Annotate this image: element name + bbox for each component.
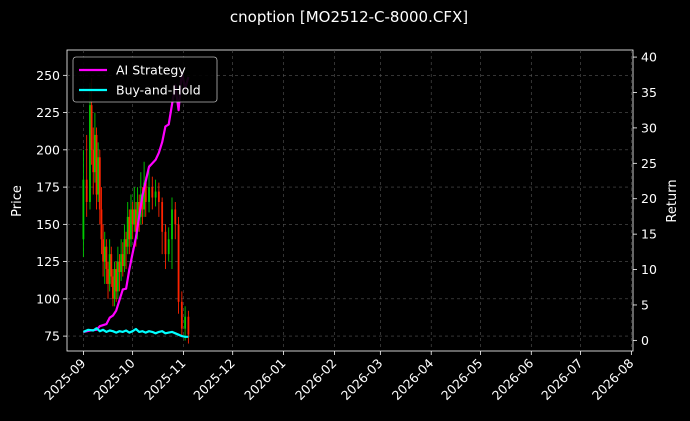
candle-body xyxy=(164,231,167,255)
right-tick-label: 40 xyxy=(641,50,657,65)
right-tick-label: 0 xyxy=(641,333,649,348)
candle-body xyxy=(135,209,137,232)
candle-body xyxy=(85,179,88,202)
right-tick-label: 15 xyxy=(641,227,657,242)
candle-body xyxy=(180,301,183,329)
candle-body xyxy=(107,269,109,284)
y-axis-label-right: Return xyxy=(665,179,680,222)
candle-body xyxy=(82,179,85,240)
left-tick-label: 75 xyxy=(44,329,60,344)
left-axis: 75 100 125 150 175 200 225 250 xyxy=(36,68,67,344)
candle-body xyxy=(125,239,127,247)
candle-body xyxy=(157,191,160,202)
x-tick-label: 2026-03 xyxy=(338,356,386,404)
candle-body xyxy=(105,246,108,270)
candle-body xyxy=(144,182,147,202)
right-tick-label: 10 xyxy=(641,262,657,277)
x-tick-label: 2026-04 xyxy=(389,355,437,403)
candle-body xyxy=(118,261,121,273)
x-tick-label: 2025-12 xyxy=(190,356,238,404)
right-tick-label: 25 xyxy=(641,156,657,171)
left-tick-label: 250 xyxy=(36,68,60,83)
right-tick-label: 20 xyxy=(641,191,657,206)
candle-body xyxy=(113,269,116,299)
legend-label-ai-strategy: AI Strategy xyxy=(116,63,186,78)
candle-body xyxy=(95,134,98,195)
x-tick-label: 2026-07 xyxy=(538,356,586,404)
x-tick-label: 2026-02 xyxy=(292,356,340,404)
candle-body xyxy=(171,209,173,240)
chart-title: cnoption [MO2512-C-8000.CFX] xyxy=(230,8,468,26)
x-tick-label: 2025-10 xyxy=(90,355,138,403)
candle-body xyxy=(115,269,118,292)
candle-body xyxy=(133,209,136,225)
candle-body xyxy=(120,254,123,273)
candle-body xyxy=(184,316,187,329)
legend: AI Strategy Buy-and-Hold xyxy=(72,56,218,103)
candle-body xyxy=(90,105,93,150)
left-tick-label: 100 xyxy=(36,291,60,306)
x-tick-label: 2025-09 xyxy=(41,355,89,403)
candle-body xyxy=(116,261,119,292)
candle-body xyxy=(123,239,126,267)
candle-body xyxy=(187,316,190,335)
candle-body xyxy=(143,182,146,210)
candle-body xyxy=(131,209,134,225)
left-tick-label: 175 xyxy=(36,180,60,195)
candle-body xyxy=(121,254,124,267)
x-tick-label: 2026-06 xyxy=(489,355,537,403)
y-axis-label-left: Price xyxy=(10,185,25,217)
candle-body xyxy=(102,239,104,262)
left-tick-label: 125 xyxy=(36,254,60,269)
candle-body xyxy=(148,187,150,202)
candle-body xyxy=(110,254,113,277)
candle-body xyxy=(108,254,111,284)
candle-body xyxy=(167,239,170,255)
right-tick-label: 35 xyxy=(641,85,657,100)
candle-body xyxy=(89,105,91,202)
candle-body xyxy=(93,134,96,173)
candle-body xyxy=(92,149,95,173)
x-tick-label: 2026-05 xyxy=(438,356,486,404)
x-tick-label: 2025-11 xyxy=(141,356,189,404)
right-axis: 0 5 10 15 20 25 30 35 40 xyxy=(633,50,657,348)
candle-body xyxy=(97,157,100,195)
candle-body xyxy=(112,276,114,299)
right-tick-label: 30 xyxy=(641,120,657,135)
candle-body xyxy=(136,201,139,232)
left-tick-label: 150 xyxy=(36,217,60,232)
candle-body xyxy=(128,216,131,240)
x-axis: 2025-09 2025-10 2025-11 2025-12 2026-01 2026-… xyxy=(41,351,637,403)
grid xyxy=(67,50,633,351)
left-tick-label: 225 xyxy=(36,105,60,120)
candle-body xyxy=(161,201,164,232)
candle-body xyxy=(100,209,103,240)
legend-box xyxy=(72,56,218,103)
right-tick-label: 5 xyxy=(641,297,649,312)
left-tick-label: 200 xyxy=(36,142,60,157)
candle-body xyxy=(98,157,101,210)
candle-body xyxy=(130,209,132,240)
candle-body xyxy=(126,216,129,247)
candle-body xyxy=(103,246,106,262)
candle-body xyxy=(174,209,177,225)
legend-label-buy-and-hold: Buy-and-Hold xyxy=(116,83,201,98)
candle-body xyxy=(177,224,180,302)
candle-body xyxy=(151,187,154,198)
x-tick-label: 2026-08 xyxy=(589,355,637,403)
series-line-buy-and-hold xyxy=(82,327,189,338)
x-tick-label: 2026-01 xyxy=(241,356,289,404)
candle-body xyxy=(154,191,157,198)
